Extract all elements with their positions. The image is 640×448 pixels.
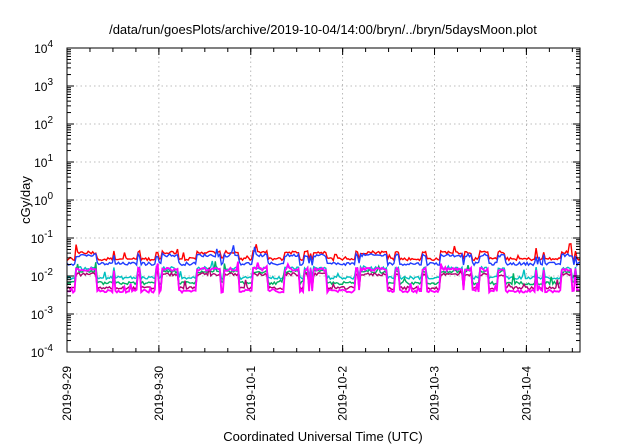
- y-tick-base: 10: [34, 80, 48, 94]
- x-tick-label: 2019-9-30: [152, 366, 166, 421]
- x-tick-label: 2019-9-29: [60, 366, 74, 421]
- y-tick-label: 101: [34, 153, 53, 170]
- y-tick-base: 10: [31, 346, 45, 360]
- x-tick-label: 2019-10-3: [428, 366, 442, 421]
- x-tick-label: 2019-10-4: [519, 366, 533, 421]
- y-tick-exponent: 0: [47, 191, 53, 202]
- y-tick-base: 10: [34, 194, 48, 208]
- series-line: [66, 243, 581, 263]
- y-tick-label: 103: [34, 77, 53, 94]
- y-tick-base: 10: [31, 308, 45, 322]
- y-tick-base: 10: [34, 42, 48, 56]
- y-tick-exponent: 1: [47, 153, 53, 164]
- y-tick-exponent: 4: [47, 39, 53, 50]
- y-tick-label: 100: [34, 191, 53, 208]
- grid: [66, 47, 580, 353]
- y-tick-label: 10-4: [31, 343, 54, 360]
- y-tick-base: 10: [34, 156, 48, 170]
- y-tick-exponent: -4: [44, 343, 53, 354]
- y-tick-exponent: -3: [44, 305, 53, 316]
- x-axis-label: Coordinated Universal Time (UTC): [223, 429, 422, 444]
- chart-title: /data/run/goesPlots/archive/2019-10-04/1…: [109, 22, 537, 37]
- y-tick-exponent: 3: [47, 77, 53, 88]
- x-tick-label: 2019-10-2: [336, 366, 350, 421]
- y-tick-label: 10-3: [31, 305, 54, 322]
- y-tick-base: 10: [31, 270, 45, 284]
- y-tick-label: 10-2: [31, 267, 54, 284]
- y-tick-exponent: 2: [47, 115, 53, 126]
- data-series: [66, 243, 581, 296]
- x-tick-label: 2019-10-1: [244, 366, 258, 421]
- y-tick-exponent: -2: [44, 267, 53, 278]
- y-tick-label: 102: [34, 115, 53, 132]
- x-axis: 2019-9-29 2019-9-30 2019-10-1 2019-10-2 2019…: [60, 48, 573, 421]
- y-tick-base: 10: [31, 232, 45, 246]
- y-tick-base: 10: [34, 118, 48, 132]
- y-tick-exponent: -1: [44, 229, 53, 240]
- series-line: [66, 261, 581, 296]
- y-tick-label: 104: [34, 39, 53, 56]
- y-tick-label: 10-1: [31, 229, 54, 246]
- y-axis-label: cGy/day: [18, 176, 33, 224]
- series-line: [66, 245, 581, 268]
